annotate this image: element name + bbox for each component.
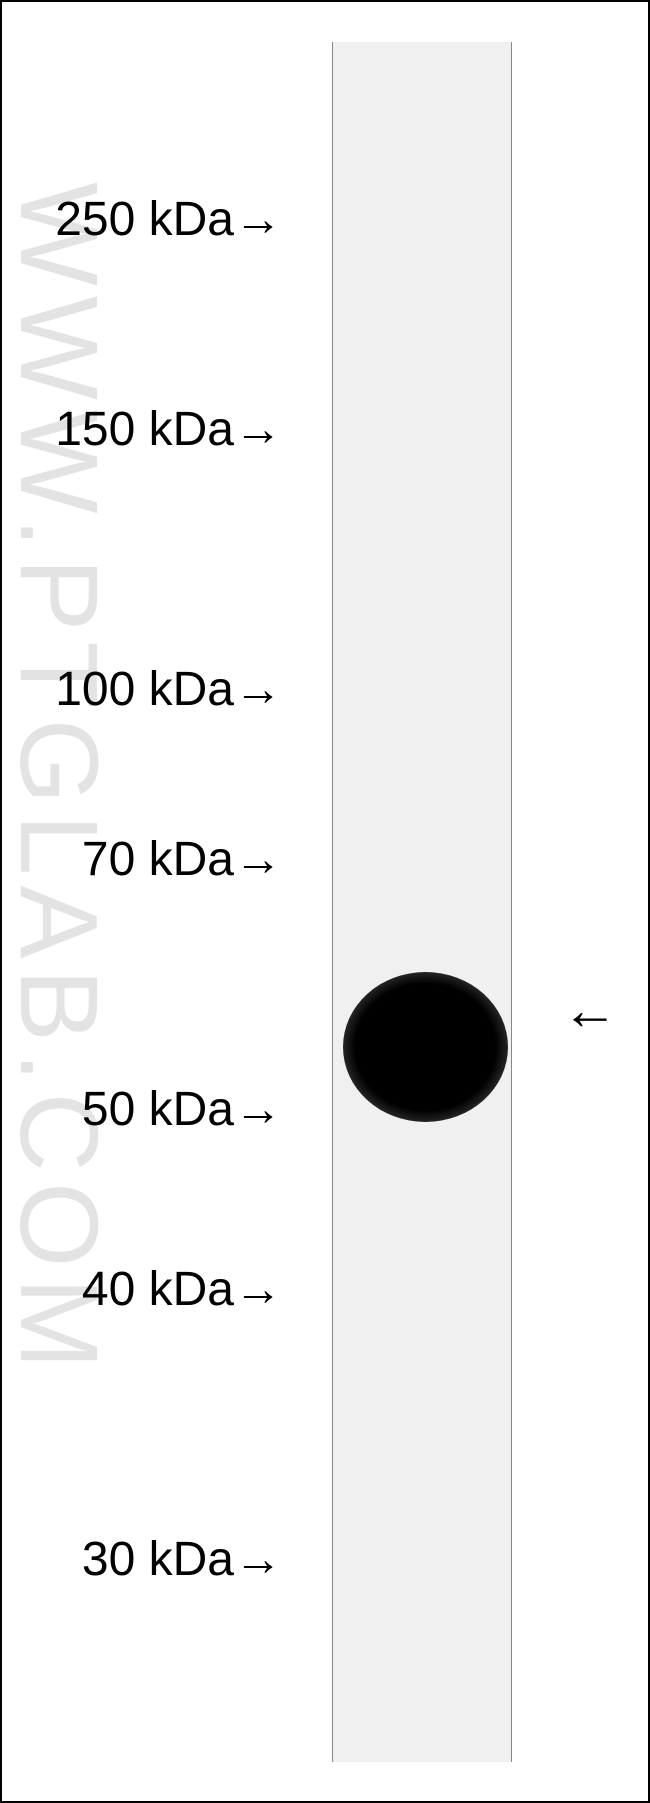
marker-250kda: 250 kDa→ [22,192,282,247]
blot-lane [332,42,512,1762]
marker-40kda: 40 kDa→ [22,1262,282,1317]
band-arrow-icon: ← [562,982,618,1038]
marker-50kda: 50 kDa→ [22,1082,282,1137]
marker-150kda: 150 kDa→ [22,402,282,457]
western-blot-figure: WWW.PTGLAB.COM 250 kDa→ 150 kDa→ 100 kDa… [0,0,650,1803]
watermark-text: WWW.PTGLAB.COM [0,182,122,1379]
marker-70kda: 70 kDa→ [22,832,282,887]
marker-30kda: 30 kDa→ [22,1532,282,1587]
protein-band [343,972,508,1122]
marker-100kda: 100 kDa→ [22,662,282,717]
